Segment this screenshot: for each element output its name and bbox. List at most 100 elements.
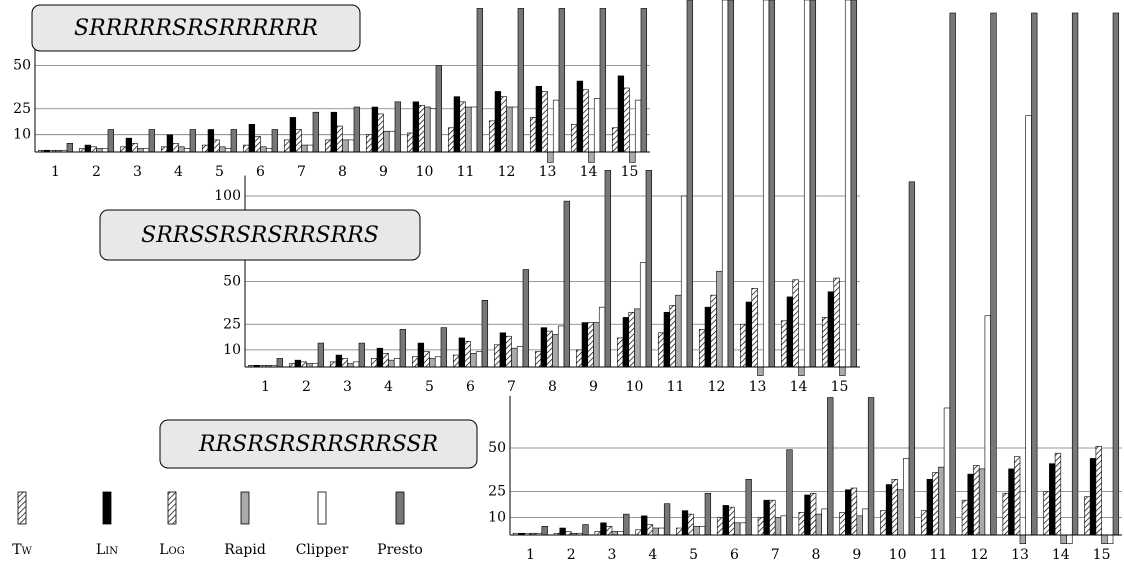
bar	[862, 508, 869, 536]
bar	[1095, 445, 1102, 536]
bar	[276, 358, 284, 368]
bar	[710, 294, 717, 368]
bar	[317, 342, 325, 368]
bar	[774, 517, 782, 536]
bar	[101, 148, 109, 153]
bar	[353, 106, 361, 153]
bar	[686, 0, 694, 368]
bar	[311, 363, 319, 368]
x-tick-label: 15	[831, 379, 849, 395]
bar	[160, 146, 168, 153]
bar	[435, 65, 443, 153]
title-box	[159, 419, 478, 469]
bar	[593, 98, 601, 153]
bar	[552, 99, 560, 153]
bar	[312, 111, 320, 153]
bar	[663, 311, 671, 368]
bar	[763, 499, 770, 536]
bar	[294, 359, 302, 368]
bar	[611, 127, 619, 153]
bar	[628, 311, 635, 368]
bar	[1112, 12, 1120, 536]
bar	[1066, 534, 1073, 544]
bar	[189, 129, 197, 153]
bar	[1054, 452, 1062, 536]
bar	[535, 85, 543, 153]
bar	[1060, 534, 1067, 544]
bar	[464, 341, 471, 368]
bar	[470, 353, 477, 368]
x-tick-label: 7	[507, 379, 516, 395]
bar	[617, 531, 624, 536]
bar	[534, 351, 542, 368]
x-tick-label: 8	[812, 547, 821, 563]
bar	[283, 139, 291, 153]
bar	[522, 269, 530, 368]
x-tick-label: 6	[256, 164, 265, 180]
bar	[903, 458, 910, 536]
bar	[932, 472, 939, 536]
bar	[335, 354, 343, 368]
bar	[213, 139, 220, 153]
bar	[629, 151, 636, 163]
bar	[727, 0, 735, 368]
bar	[394, 101, 402, 153]
bar	[978, 468, 986, 536]
bar	[833, 277, 840, 368]
bar	[1013, 456, 1021, 536]
bar	[663, 503, 671, 536]
bar	[926, 479, 933, 536]
bar	[640, 8, 648, 153]
bar	[641, 515, 648, 536]
bar	[271, 129, 279, 153]
title-box	[99, 209, 421, 261]
y-tick-label: 100	[214, 188, 241, 204]
bar	[798, 512, 805, 536]
bar	[254, 136, 261, 153]
bar	[623, 513, 630, 536]
x-tick-label: 5	[689, 547, 698, 563]
bar	[230, 129, 238, 153]
bar	[722, 505, 729, 536]
bar	[96, 148, 103, 153]
bar	[306, 363, 313, 368]
bar	[839, 366, 846, 376]
x-tick-label: 2	[567, 547, 576, 563]
x-tick-label: 5	[425, 379, 434, 395]
bar	[575, 349, 583, 368]
bar	[576, 80, 584, 153]
bar	[447, 127, 455, 153]
bar	[90, 146, 97, 153]
bar	[716, 270, 723, 368]
bar	[745, 301, 753, 368]
bar	[1084, 496, 1091, 536]
legend-label: Tw	[12, 542, 32, 558]
bar	[676, 527, 683, 536]
bar	[973, 465, 980, 536]
bar	[745, 479, 752, 536]
bar	[1107, 534, 1114, 544]
bar	[418, 104, 425, 153]
bar	[1101, 534, 1108, 544]
bar	[107, 129, 115, 153]
bar	[699, 525, 706, 536]
bar	[698, 329, 706, 368]
x-tick-label: 12	[970, 547, 988, 563]
x-tick-label: 13	[539, 164, 557, 180]
bar	[639, 262, 647, 368]
bar	[529, 117, 537, 153]
bar	[1002, 492, 1009, 536]
x-tick-label: 12	[498, 164, 516, 180]
bar	[581, 322, 589, 368]
bar	[301, 144, 308, 153]
bar	[622, 317, 630, 368]
bar	[658, 527, 665, 536]
x-tick-label: 1	[526, 547, 535, 563]
bar	[821, 317, 829, 368]
bar	[341, 358, 348, 368]
bar	[376, 347, 384, 368]
bar	[481, 300, 489, 368]
bar	[593, 322, 600, 368]
bar	[131, 143, 138, 153]
